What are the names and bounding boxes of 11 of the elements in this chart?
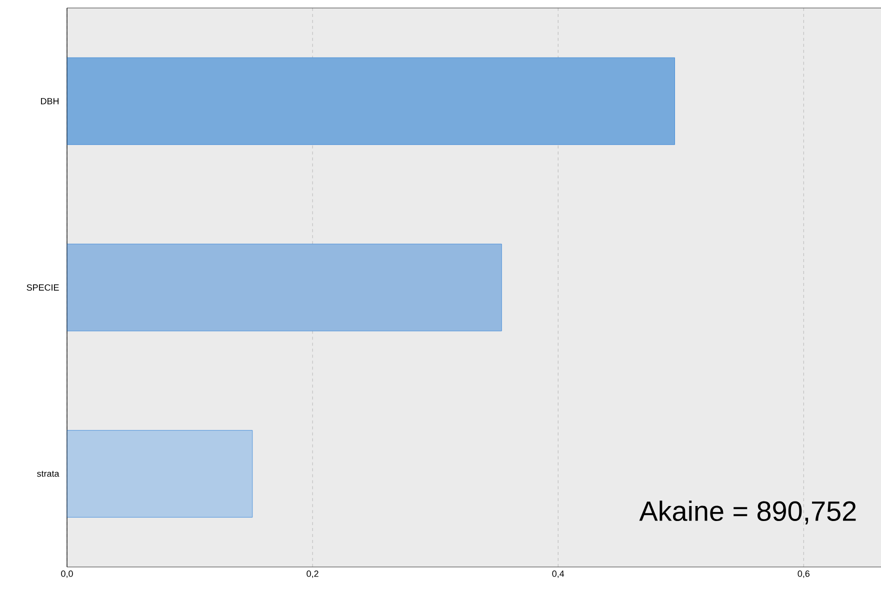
x-tick-label: 0,4: [552, 570, 564, 578]
bar: [66, 244, 502, 332]
y-tick-label: SPECIE: [26, 284, 59, 291]
annotation: Akaine = 890,752: [639, 500, 856, 524]
y-tick-label: DBH: [41, 98, 59, 104]
bar: [66, 430, 253, 518]
x-tick-label: 0,2: [306, 570, 318, 578]
x-tick-label: 0,0: [61, 570, 73, 578]
x-tick-label: 0,6: [798, 570, 810, 578]
bar: [66, 57, 675, 145]
y-tick-label: strata: [37, 470, 60, 477]
